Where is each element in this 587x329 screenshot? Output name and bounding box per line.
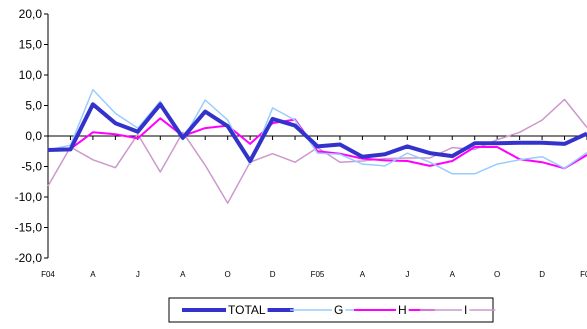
y-tick-label: 20,0 [19,7,43,21]
y-tick-label: -15,0 [15,221,43,235]
series-line-total [47,102,587,163]
y-tick-label: 15,0 [19,38,43,52]
x-tick-label: F04 [41,270,55,279]
x-tick-label: A [360,270,366,279]
axes [47,14,587,258]
x-tick-label: J [136,270,140,279]
y-tick-label: -10,0 [15,190,43,204]
y-tick-label: 5,0 [25,99,42,113]
x-tick-label: D [539,270,545,279]
series-line-h [47,117,587,170]
x-axis-ticks: F04 A J A O D F05 A J A O D F06 [41,270,587,279]
y-tick-label: 0,0 [25,129,42,143]
y-axis-ticks: 20,0 15,0 10,0 5,0 0,0 -5,0 -10,0 -15,0 -20,0 [15,7,48,265]
y-tick-label: 10,0 [19,68,43,82]
x-tick-label: F06 [580,270,587,279]
x-tick-label: A [450,270,456,279]
y-tick-label: -5,0 [21,160,42,174]
series-line-g [47,88,587,175]
legend-label-i: I [464,303,467,317]
x-tick-label: D [270,270,276,279]
x-tick-label: A [180,270,186,279]
legend-label-h: H [398,303,407,317]
y-tick-label: -20,0 [15,251,43,265]
legend-label-total: TOTAL [228,303,266,317]
x-tick-label: O [225,270,231,279]
legend: TOTAL G H I [168,297,496,323]
plot-lines [47,88,587,204]
x-tick-label: J [405,270,409,279]
x-tick-label: F05 [311,270,325,279]
legend-label-g: G [334,303,343,317]
x-tick-label: A [90,270,96,279]
x-tick-label: O [494,270,500,279]
